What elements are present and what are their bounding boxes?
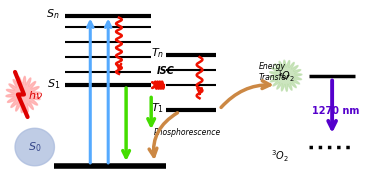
Text: Phosphorescence: Phosphorescence (153, 128, 220, 136)
Text: $T_n$: $T_n$ (150, 46, 164, 60)
Text: $S_1$: $S_1$ (46, 77, 60, 91)
Text: Energy
Transfer: Energy Transfer (259, 62, 290, 82)
Text: $S_n$: $S_n$ (46, 7, 60, 21)
FancyArrowPatch shape (149, 113, 177, 156)
Polygon shape (15, 128, 54, 166)
FancyArrowPatch shape (221, 81, 270, 107)
Polygon shape (6, 76, 41, 113)
Text: $S_0$: $S_0$ (28, 140, 42, 154)
Polygon shape (269, 60, 302, 91)
Text: $T_1$: $T_1$ (151, 101, 164, 115)
Text: $h\nu$: $h\nu$ (28, 88, 43, 101)
Text: 1270 nm: 1270 nm (312, 106, 360, 116)
Text: $^1O_2$: $^1O_2$ (277, 68, 295, 84)
Text: $^3O_2$: $^3O_2$ (271, 149, 289, 164)
Text: ISC: ISC (157, 66, 174, 76)
